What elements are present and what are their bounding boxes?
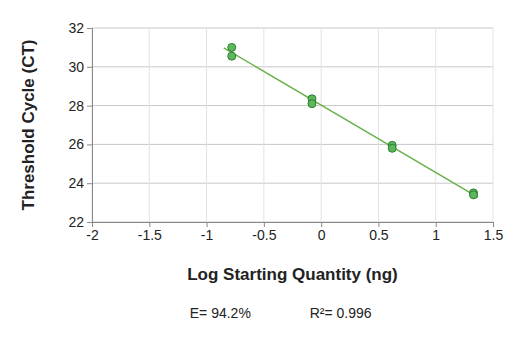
tick: -2 [86, 222, 99, 243]
x-axis-title: Log Starting Quantity (ng) [187, 265, 398, 284]
grid-line [149, 28, 150, 222]
tick: -0.5 [252, 222, 276, 243]
grid-line [321, 28, 322, 222]
tick-label: 0.5 [369, 227, 389, 243]
y-axis-title: Threshold Cycle (CT) [19, 40, 38, 211]
grid-line [435, 28, 436, 222]
tick-label: 1 [432, 227, 440, 243]
grid-line [92, 105, 493, 106]
marks [224, 43, 478, 198]
data-point [228, 43, 236, 51]
tick-mark [87, 222, 92, 223]
grid-line [92, 183, 493, 184]
trend-line [224, 48, 478, 198]
data-point [388, 144, 396, 152]
tick-mark [87, 106, 92, 107]
tick-label: -2 [86, 227, 99, 243]
plot-area: -2 -1.5 -1 -0.5 0 0.5 1 1.5 22 24 26 28 30 32 [68, 20, 503, 243]
y-axis: 22 24 26 28 30 32 [68, 20, 92, 230]
grid-line [378, 28, 379, 222]
annotation: E= 94.2% [190, 305, 251, 321]
tick: 22 [68, 214, 92, 230]
data-point [308, 100, 316, 108]
tick: 1 [432, 222, 440, 243]
data-point [470, 191, 478, 199]
tick: 1.5 [484, 222, 504, 243]
tick-label: 22 [68, 214, 84, 230]
annotation: R²= 0.996 [310, 305, 372, 321]
tick-mark [87, 144, 92, 145]
tick-label: -1 [201, 227, 214, 243]
grid-line [206, 28, 207, 222]
grid [92, 28, 493, 222]
tick: 24 [68, 175, 92, 191]
tick-label: 30 [68, 59, 84, 75]
tick-mark [87, 28, 92, 29]
x-axis: -2 -1.5 -1 -0.5 0 0.5 1 1.5 [86, 222, 503, 243]
grid-line [92, 28, 493, 29]
chart: -2 -1.5 -1 -0.5 0 0.5 1 1.5 22 24 26 28 30 32 Log Star… [0, 0, 520, 350]
tick-label: 0 [318, 227, 326, 243]
grid-line [92, 66, 493, 67]
tick-label: -1.5 [138, 227, 162, 243]
axis-line [87, 29, 93, 223]
tick-label: 1.5 [484, 227, 504, 243]
tick-label: 24 [68, 175, 84, 191]
tick: -1 [201, 222, 214, 243]
tick-label: 32 [68, 20, 84, 36]
grid-line [493, 28, 494, 222]
tick: 0.5 [369, 222, 389, 243]
tick-label: 26 [68, 136, 84, 152]
tick-label: 28 [68, 98, 84, 114]
tick: 28 [68, 98, 92, 114]
tick-mark [87, 183, 92, 184]
tick: -1.5 [138, 222, 162, 243]
tick: 32 [68, 20, 92, 36]
tick: 0 [318, 222, 326, 243]
tick-label: -0.5 [252, 227, 276, 243]
grid-line [263, 28, 264, 222]
grid-line [92, 144, 493, 145]
tick-mark [87, 67, 92, 68]
tick: 30 [68, 59, 92, 75]
tick: 26 [68, 136, 92, 152]
data-point [228, 52, 236, 60]
